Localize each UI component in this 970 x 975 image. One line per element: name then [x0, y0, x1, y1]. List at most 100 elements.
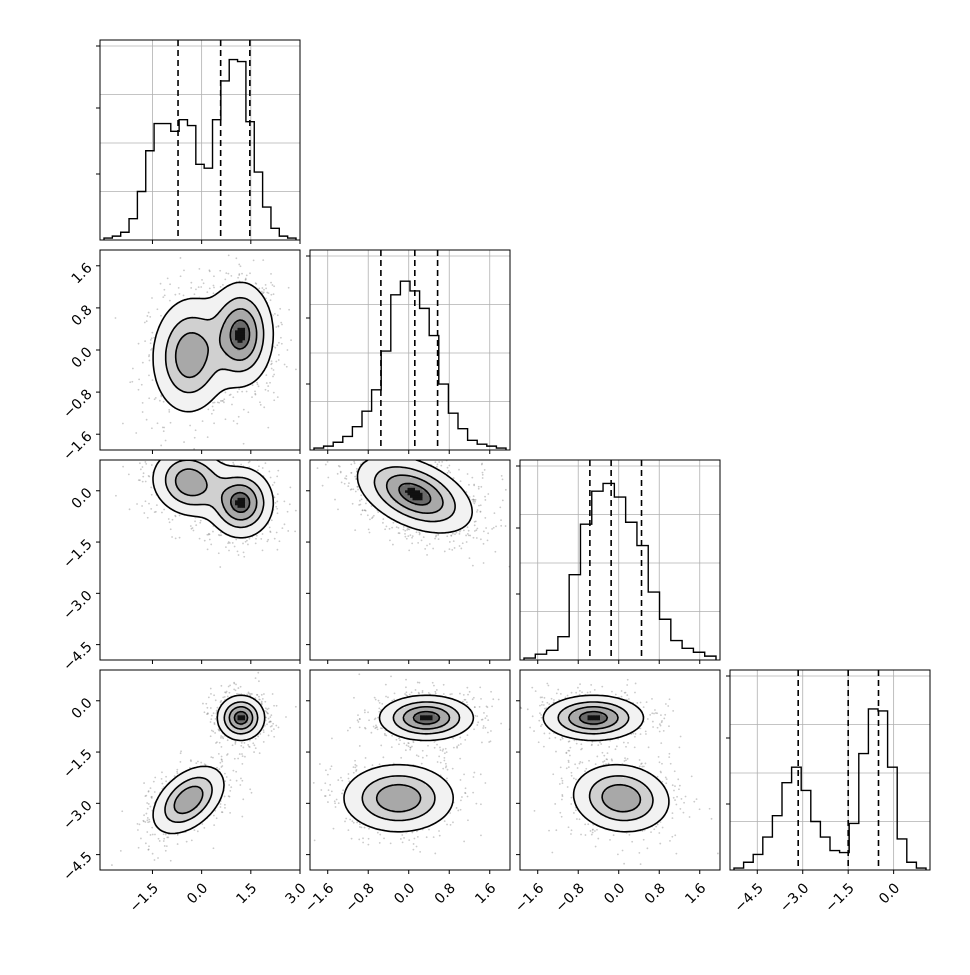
density-cell — [203, 400, 206, 403]
density-cell — [203, 505, 206, 508]
density-cell — [193, 383, 196, 386]
density-cell — [175, 383, 178, 386]
sample-point — [132, 368, 134, 370]
density-cell — [258, 520, 261, 523]
density-cell — [215, 355, 218, 358]
density-cell — [250, 288, 253, 291]
density-cell — [218, 523, 221, 526]
sample-point — [267, 390, 269, 392]
density-cell — [198, 345, 201, 348]
density-cell — [188, 338, 191, 341]
density-cell — [165, 338, 168, 341]
density-cell — [250, 335, 253, 338]
density-cell — [165, 320, 168, 323]
density-cell — [198, 393, 201, 396]
density-cell — [258, 508, 261, 511]
density-cell — [248, 350, 251, 353]
density-cell — [203, 508, 206, 511]
density-cell — [203, 330, 206, 333]
density-cell — [188, 325, 191, 328]
density-cell — [188, 353, 191, 356]
density-cell — [230, 375, 233, 378]
density-cell — [180, 313, 183, 316]
density-cell — [220, 385, 223, 388]
density-cell — [173, 475, 176, 478]
density-cell — [218, 315, 221, 318]
sample-point — [147, 517, 149, 519]
density-cell — [198, 385, 201, 388]
density-cell — [178, 395, 181, 398]
density-cell — [168, 485, 171, 488]
sample-point — [212, 406, 214, 408]
sample-point — [213, 455, 215, 457]
density-cell — [265, 485, 268, 488]
density-cell — [220, 510, 223, 513]
density-cell — [188, 508, 191, 511]
density-cell — [225, 298, 228, 301]
density-cell — [170, 343, 173, 346]
sample-point — [223, 401, 225, 403]
density-cell — [160, 335, 163, 338]
density-cell — [263, 358, 266, 361]
density-cell — [225, 530, 228, 533]
density-cell — [253, 290, 256, 293]
sample-point — [289, 503, 291, 505]
density-cell — [170, 480, 173, 483]
sample-point — [270, 531, 272, 533]
density-cell — [265, 513, 268, 516]
density-cell — [220, 318, 223, 321]
density-cell — [198, 313, 201, 316]
sample-point — [222, 284, 224, 286]
density-cell — [258, 523, 261, 526]
density-cell — [238, 353, 241, 356]
density-cell — [233, 378, 236, 381]
density-cell — [185, 358, 188, 361]
sample-point — [145, 481, 147, 483]
density-cell — [193, 510, 196, 513]
density-cell — [200, 355, 203, 358]
density-cell — [223, 318, 226, 321]
sample-point — [255, 538, 257, 540]
density-cell — [178, 478, 181, 481]
density-cell — [188, 490, 191, 493]
density-cell — [253, 375, 256, 378]
density-cell — [185, 380, 188, 383]
density-cell — [180, 505, 183, 508]
density-cell — [183, 330, 186, 333]
sample-point — [265, 462, 267, 464]
density-cell — [205, 368, 208, 371]
density-cell — [183, 370, 186, 373]
density-cell — [163, 323, 166, 326]
sample-point — [213, 409, 215, 411]
density-cell — [188, 355, 191, 358]
density-cell — [228, 378, 231, 381]
sample-point — [141, 505, 143, 507]
density-cell — [228, 373, 231, 376]
density-cell — [205, 303, 208, 306]
density-cell — [235, 480, 238, 483]
density-cell — [175, 398, 178, 401]
density-cell — [243, 340, 246, 343]
density-cell — [155, 360, 158, 363]
sample-point — [202, 451, 204, 453]
density-cell — [175, 328, 178, 331]
density-cell — [248, 533, 251, 536]
density-cell — [163, 338, 166, 341]
density-cell — [240, 500, 243, 503]
density-cell — [158, 343, 161, 346]
density-cell — [203, 378, 206, 381]
density-cell — [268, 348, 271, 351]
density-cell — [228, 518, 231, 521]
density-cell — [203, 390, 206, 393]
density-cell — [208, 383, 211, 386]
density-cell — [218, 360, 221, 363]
density-cell — [248, 378, 251, 381]
density-cell — [228, 360, 231, 363]
density-cell — [243, 365, 246, 368]
density-cell — [170, 360, 173, 363]
density-cell — [195, 508, 198, 511]
density-cell — [170, 340, 173, 343]
density-cell — [240, 300, 243, 303]
sample-point — [150, 508, 152, 510]
density-cell — [200, 348, 203, 351]
